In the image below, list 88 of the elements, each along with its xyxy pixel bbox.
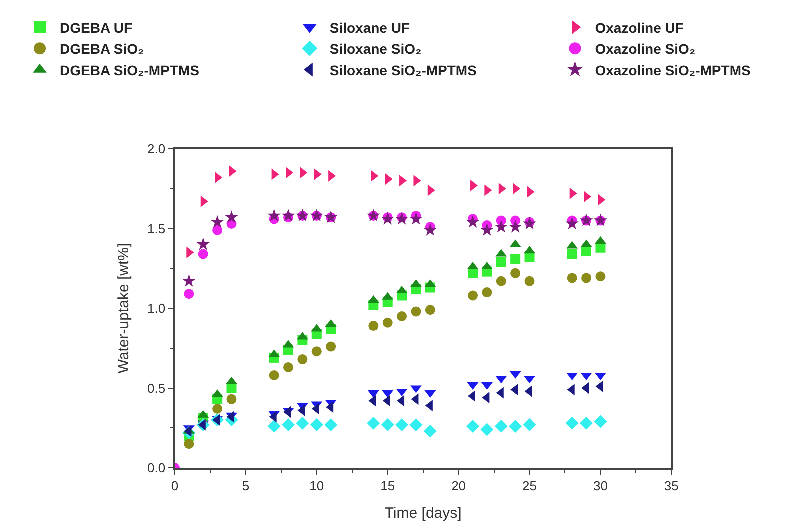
point (282, 208, 296, 222)
point (468, 268, 478, 278)
point (410, 418, 423, 432)
point (494, 220, 508, 233)
point (508, 220, 522, 233)
legend-label: DGEBA UF (60, 20, 134, 36)
y-tick-label: 1.0 (148, 301, 166, 316)
point (523, 418, 536, 432)
legend-label: Siloxane SiO₂-MPTMS (330, 62, 477, 78)
x-axis-title: Time [days] (384, 504, 462, 522)
point (494, 420, 508, 434)
point (509, 420, 522, 434)
y-tick-label: 0.5 (148, 380, 166, 396)
point (324, 418, 338, 432)
y-axis-title: Water-uptake [wt%] (115, 243, 132, 374)
x-tick-label: 5 (242, 478, 250, 494)
point (594, 415, 608, 428)
point (184, 439, 194, 450)
legend-label: DGEBA SiO₂-MPTMS (60, 62, 200, 78)
point (524, 252, 535, 262)
point (596, 272, 606, 282)
legend-label: Siloxane UF (330, 20, 410, 36)
point (184, 289, 194, 300)
x-tick-label: 15 (380, 478, 396, 494)
point (480, 223, 494, 236)
point (496, 257, 506, 268)
point (368, 321, 379, 332)
point (397, 311, 408, 322)
point (298, 354, 308, 365)
point (268, 420, 281, 434)
point (524, 276, 535, 286)
point (282, 418, 296, 432)
y-tick-label: 2.0 (148, 142, 166, 157)
point (425, 305, 436, 316)
point (566, 416, 579, 430)
point (284, 362, 294, 373)
point (381, 418, 394, 432)
point (296, 416, 310, 430)
point (566, 216, 579, 230)
point (210, 215, 224, 228)
point (198, 249, 208, 260)
x-tick-label: 30 (593, 478, 608, 494)
point (196, 238, 210, 250)
point (411, 306, 422, 317)
y-tick-label: 0.0 (148, 460, 166, 476)
point (466, 420, 480, 434)
point (468, 290, 478, 301)
point (269, 370, 280, 380)
point (580, 416, 594, 430)
point (582, 246, 592, 256)
point (367, 416, 380, 430)
point (482, 288, 492, 298)
point (226, 394, 237, 404)
point (567, 273, 578, 284)
point (312, 346, 322, 357)
point (396, 418, 409, 432)
point (225, 210, 238, 224)
point (596, 242, 606, 253)
point (510, 268, 521, 278)
legend-label: Oxazoline SiO₂-MPTMS (595, 62, 751, 78)
x-tick-label: 0 (171, 478, 179, 494)
legend-label: Oxazoline UF (595, 20, 684, 36)
point (226, 383, 237, 394)
point (424, 424, 437, 438)
legend-label: Oxazoline SiO₂ (595, 41, 696, 58)
legend-label: DGEBA SiO₂ (60, 41, 144, 58)
point (567, 249, 578, 260)
point (510, 254, 521, 264)
point (382, 318, 393, 328)
point (326, 342, 336, 352)
point (268, 208, 281, 222)
x-tick-label: 25 (522, 478, 537, 494)
point (523, 216, 536, 230)
point (582, 273, 592, 284)
point (212, 404, 223, 414)
point (182, 274, 196, 288)
point (466, 215, 480, 228)
point (496, 276, 506, 286)
point (480, 423, 494, 436)
point (424, 223, 438, 236)
x-tick-label: 35 (664, 478, 679, 494)
y-tick-label: 1.5 (148, 221, 166, 236)
legend-label: Siloxane SiO₂ (330, 41, 422, 58)
point (310, 418, 324, 432)
point (212, 225, 223, 236)
x-tick-label: 10 (310, 478, 324, 494)
point (410, 212, 423, 225)
x-tick-label: 20 (452, 478, 466, 494)
